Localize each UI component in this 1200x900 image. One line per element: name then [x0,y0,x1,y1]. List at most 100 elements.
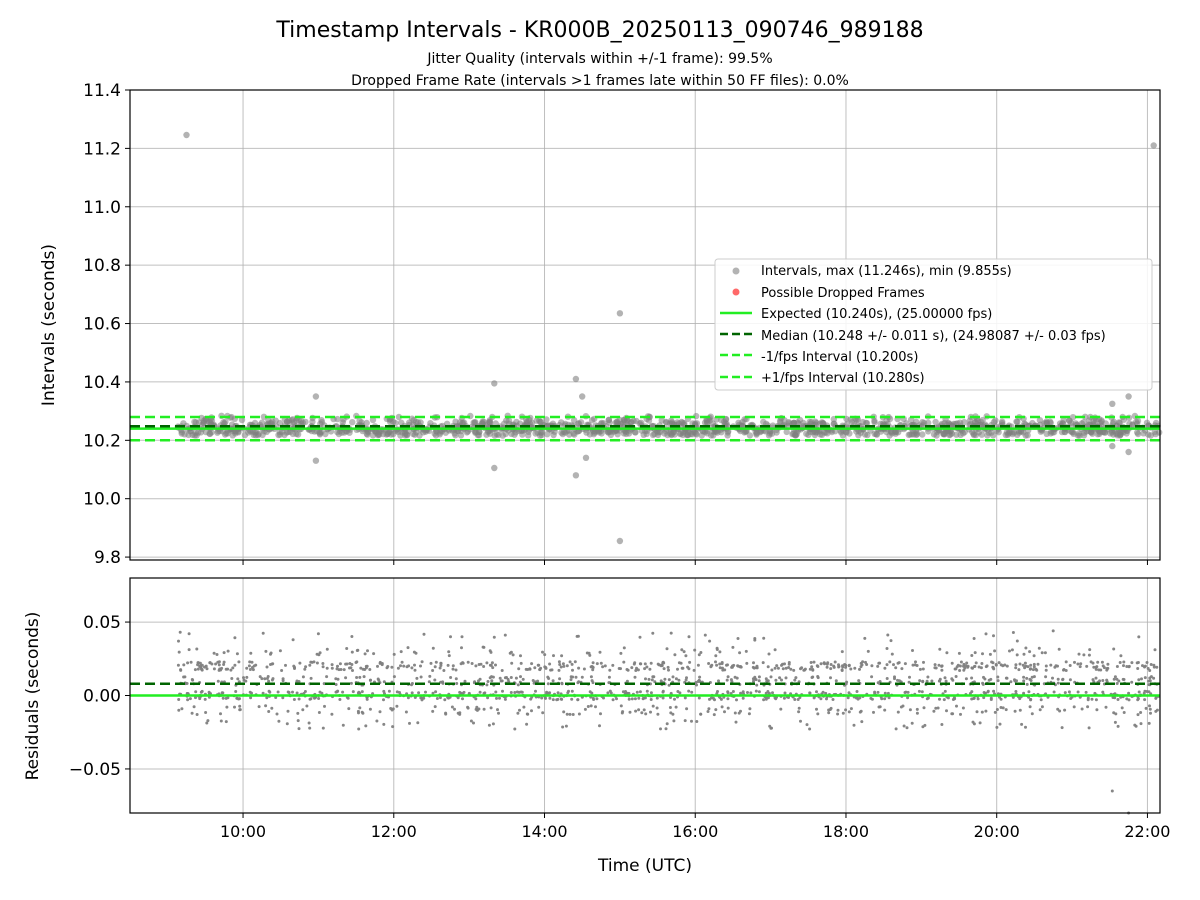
residual-point [478,690,482,694]
residual-point [238,704,242,708]
residual-point [564,724,568,728]
residual-point [845,680,849,684]
residual-point [442,669,446,672]
residual-point [773,648,777,652]
residual-point [762,636,766,640]
interval-point [1152,419,1160,427]
residual-point [1115,682,1119,685]
residual-point [496,708,499,712]
residual-point [940,664,944,668]
residual-point [894,727,898,731]
interval-point [206,430,213,437]
residual-point [1005,676,1009,680]
residual-point [474,664,478,668]
residual-point [264,649,268,653]
y-tick-label: 0.05 [83,613,121,633]
residual-point [438,666,442,670]
residual-point [318,690,322,694]
residual-point [358,675,362,679]
residual-point [222,651,226,655]
interval-outlier-point [491,464,498,472]
residual-point [752,661,755,665]
residual-point [1009,680,1013,684]
interval-point [864,431,871,439]
residual-point [999,697,1003,701]
residual-point [490,679,494,683]
residual-point [633,675,637,679]
residual-point [588,690,592,694]
residual-point [1044,675,1048,679]
residual-point [757,679,761,683]
residual-point [1122,711,1126,714]
residual-point [1018,708,1022,712]
residual-point [1094,676,1098,680]
residual-point [544,696,547,700]
residual-point [1122,660,1126,664]
residual-point [888,660,892,664]
residual-point [766,679,770,683]
residual-point [461,697,464,701]
residual-point [231,666,235,670]
residual-point [834,679,838,683]
residual-point [576,698,580,702]
residual-point [552,654,555,658]
residual-point [541,650,544,654]
residual-point [1121,677,1125,681]
residual-point [920,690,924,694]
residual-point [885,647,889,650]
residual-point [230,677,234,680]
x-tick-label: 12:00 [371,822,417,841]
interval-point [349,419,356,426]
residual-point [1025,676,1029,680]
residual-point [315,652,319,656]
intervals-legend: Intervals, max (11.246s), min (9.855s) P… [714,258,1153,391]
residual-point [668,706,672,709]
residual-point [883,666,887,670]
residual-point [460,635,464,639]
residual-point [1015,679,1018,683]
residual-point [447,650,451,654]
residual-point [953,697,957,701]
residual-point [357,711,360,715]
interval-point [655,429,662,436]
residual-point [548,691,552,695]
residual-point [1061,678,1065,682]
residual-point [485,661,489,665]
residual-point [752,679,755,683]
residual-point [486,696,490,700]
residual-point [1018,662,1022,666]
residual-point [865,663,869,666]
x-axis-label: Time (UTC) [597,856,692,876]
residual-point [580,675,584,679]
residual-point [226,649,230,653]
residual-point [717,679,720,683]
residual-point [836,712,840,716]
residual-point [577,666,581,670]
residual-point [933,663,937,667]
residual-point [715,663,719,667]
legend-box [714,258,1153,391]
residual-point [1148,707,1152,711]
residual-point [431,691,435,695]
residual-point [216,679,220,683]
residual-point [499,679,503,683]
residual-point [611,698,615,702]
residual-point [312,660,316,664]
residual-point [959,712,962,716]
residual-point [938,647,942,651]
residual-point [491,722,495,726]
residual-point [883,697,887,701]
residual-point [378,710,382,714]
interval-point [491,432,498,439]
residual-point [627,691,631,695]
interval-outlier-point [572,375,580,383]
residual-point [309,676,313,680]
residual-point [419,664,422,668]
residual-point [942,698,946,702]
residual-point [591,668,595,672]
residual-point [490,661,494,665]
residual-point [297,680,301,683]
residual-point [366,649,369,653]
residual-point [489,650,493,654]
residual-point [513,727,517,731]
